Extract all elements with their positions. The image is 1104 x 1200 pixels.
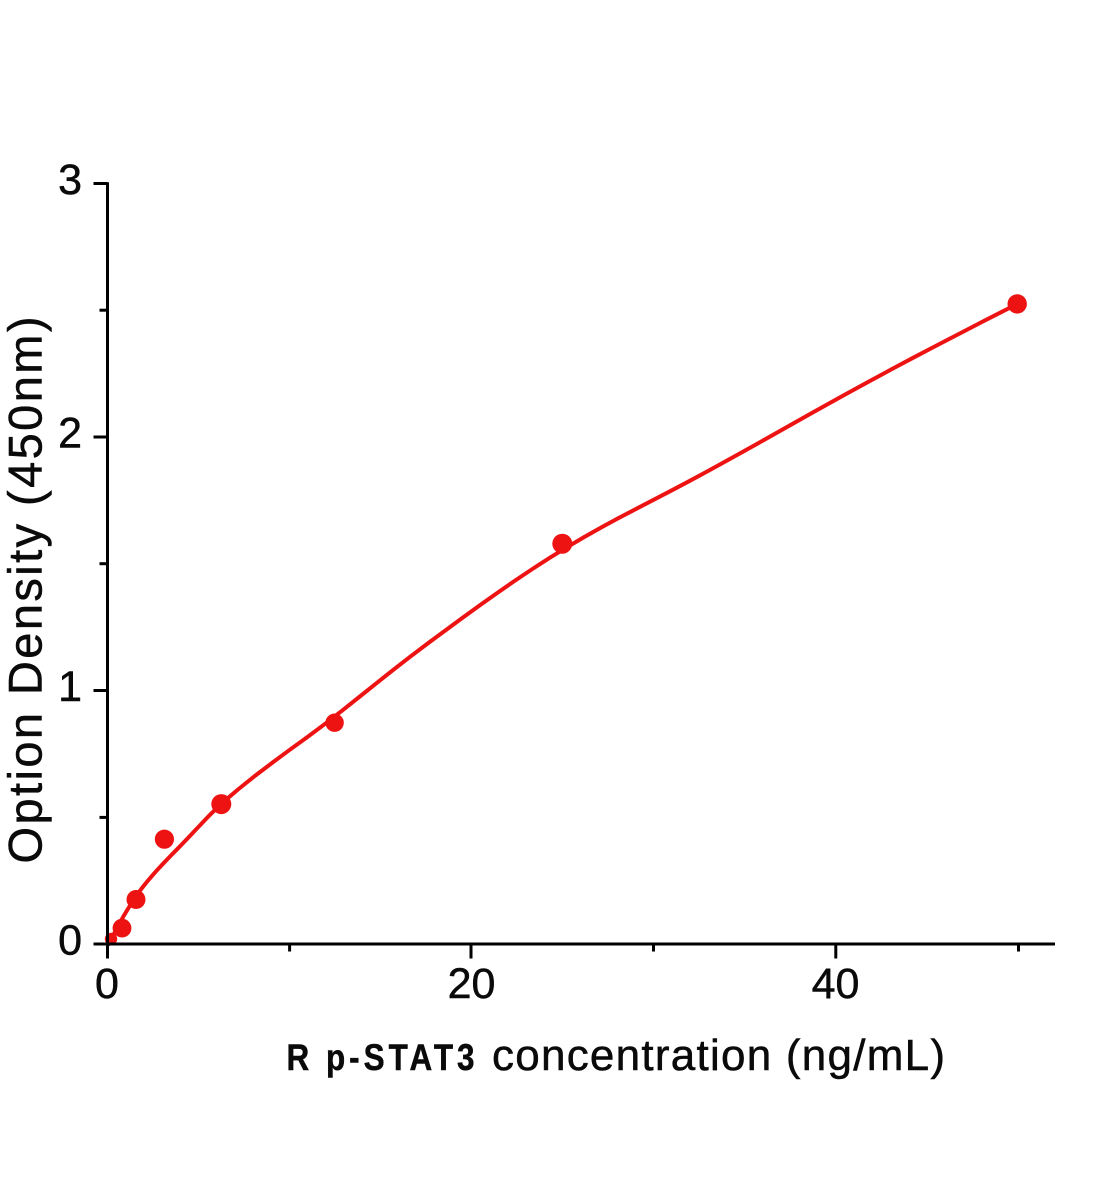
svg-text:2: 2 <box>58 410 82 458</box>
svg-text:Option Density (450nm): Option Density (450nm) <box>0 317 52 864</box>
svg-text:0: 0 <box>58 917 82 965</box>
svg-text:R p-STAT3: R p-STAT3 <box>287 1038 479 1079</box>
svg-text:0: 0 <box>95 960 119 1008</box>
svg-text:3: 3 <box>58 156 82 204</box>
svg-text:20: 20 <box>448 960 496 1008</box>
svg-text:40: 40 <box>812 960 860 1008</box>
svg-text:1: 1 <box>58 663 82 711</box>
svg-text:concentration (ng/mL): concentration (ng/mL) <box>492 1031 945 1080</box>
